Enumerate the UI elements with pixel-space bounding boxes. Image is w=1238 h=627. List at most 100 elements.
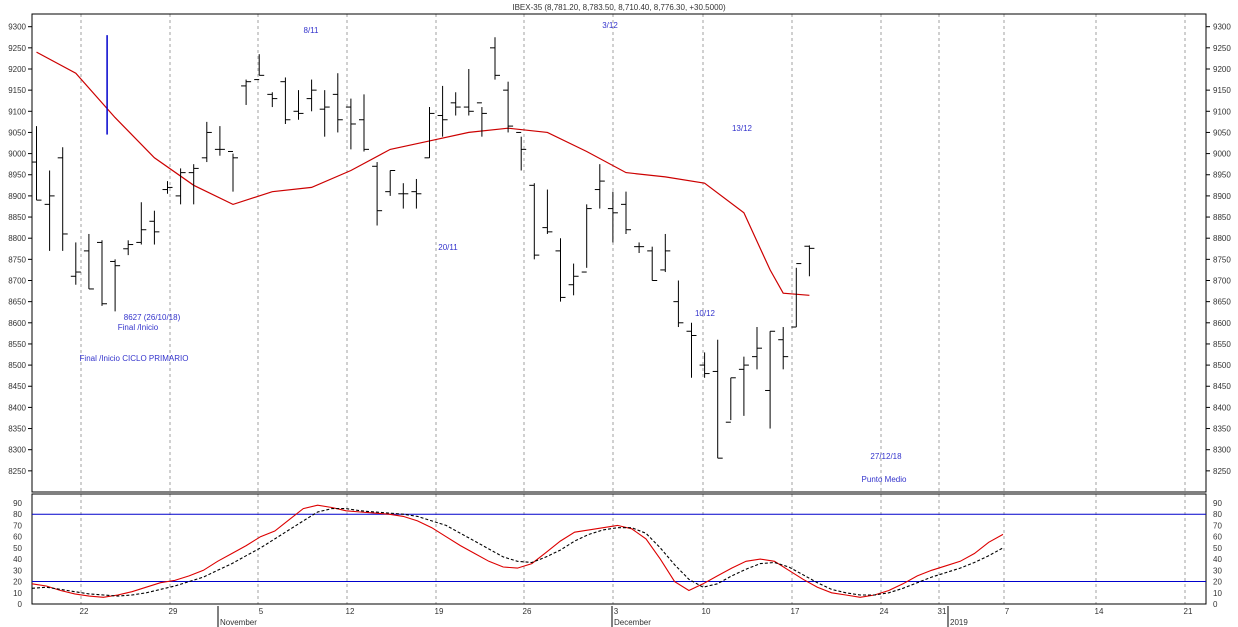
y-tick-label: 8350	[8, 425, 26, 434]
ohlc-bar	[188, 164, 199, 205]
ohlc-bar	[765, 330, 776, 429]
x-tick-label: 14	[1095, 607, 1104, 616]
osc-tick-label: 50	[13, 544, 22, 553]
y-tick-label: 8900	[8, 192, 26, 201]
oscillator-levels	[32, 513, 1206, 583]
ohlc-bar	[83, 233, 94, 290]
x-month-label: November	[220, 618, 257, 627]
ohlc-bar	[123, 240, 134, 256]
ohlc-bar	[725, 377, 736, 423]
y-tick-label: 9100	[1213, 107, 1231, 116]
ohlc-bar	[607, 191, 618, 243]
osc-tick-label: 10	[1213, 589, 1222, 598]
y-tick-label: 8650	[8, 298, 26, 307]
x-tick-label: 31	[938, 607, 947, 616]
ohlc-bar	[411, 178, 422, 209]
ohlc-bar	[254, 54, 265, 81]
y-tick-label: 9250	[1213, 44, 1231, 53]
ohlc-bar	[306, 79, 317, 112]
ohlc-bar	[529, 183, 540, 260]
y-tick-label: 8850	[8, 213, 26, 222]
price-axis-left: 8250 8300 8350 8400 8450 8500 8550 8600 8650 8700…	[8, 23, 32, 476]
price-panel-frame	[31, 13, 1207, 493]
ohlc-bar	[110, 259, 121, 312]
x-tick-label: 5	[259, 607, 264, 616]
oscillator-panel-frame	[31, 493, 1207, 605]
y-tick-label: 8800	[8, 234, 26, 243]
x-tick-label: 19	[435, 607, 444, 616]
osc-tick-label: 60	[13, 533, 22, 542]
y-tick-label: 8550	[1213, 340, 1231, 349]
y-tick-label: 8950	[8, 171, 26, 180]
annotation-primary-cycle: Final /Inicio CICLO PRIMARIO	[80, 354, 189, 363]
ohlc-bar	[555, 238, 566, 302]
ohlc-bar	[149, 210, 160, 245]
x-tick-label: 24	[880, 607, 889, 616]
x-tick-label: 17	[791, 607, 800, 616]
annotation-20-11: 20/11	[438, 243, 458, 252]
annotation-mid-point: Punto Medio	[862, 475, 907, 484]
ohlc-bar	[214, 126, 225, 156]
osc-tick-label: 20	[1213, 578, 1222, 587]
y-tick-label: 8400	[8, 403, 26, 412]
oscillator-axis-left: 0 10 20 30 40 50 60 70 80 90	[13, 499, 22, 609]
ohlc-bar	[70, 242, 81, 285]
chart-grid	[80, 14, 1186, 604]
ohlc-bar	[293, 90, 304, 120]
osc-tick-label: 40	[1213, 555, 1222, 564]
x-tick-label: 10	[702, 607, 711, 616]
y-tick-label: 8500	[8, 361, 26, 370]
ohlc-bar	[97, 240, 107, 306]
ohlc-bar	[686, 322, 697, 378]
ohlc-bar	[359, 94, 369, 152]
ohlc-bar	[385, 170, 396, 196]
ohlc-bar	[31, 126, 42, 201]
y-tick-label: 8650	[1213, 298, 1231, 307]
osc-tick-label: 80	[13, 510, 22, 519]
ohlc-bar	[647, 246, 658, 281]
price-axis-right: 8250 8300 8350 8400 8450 8500 8550 8600 8650 8700…	[1206, 23, 1231, 476]
annotation-27-12-18: 27/12/18	[870, 452, 902, 461]
y-tick-label: 8750	[8, 255, 26, 264]
y-tick-label: 8250	[8, 467, 26, 476]
x-tick-label: 3	[614, 607, 619, 616]
osc-tick-label: 0	[18, 600, 23, 609]
ohlc-bar	[372, 162, 383, 226]
osc-tick-label: 70	[13, 521, 22, 530]
ohlc-bar	[568, 263, 579, 296]
ohlc-bar	[267, 92, 278, 108]
ohlc-bar	[791, 263, 802, 328]
ohlc-bar	[345, 98, 356, 150]
y-tick-label: 8300	[1213, 446, 1231, 455]
x-tick-label: 29	[169, 607, 178, 616]
y-tick-label: 8450	[1213, 382, 1231, 391]
oscillator-fast-series	[31, 504, 1004, 598]
y-tick-label: 9300	[1213, 23, 1231, 32]
annotation-low-label: Final /Inicio	[118, 323, 159, 332]
ohlc-bar	[228, 150, 238, 192]
ohlc-bar	[542, 189, 553, 234]
ohlc-bar	[621, 191, 631, 234]
osc-tick-label: 90	[13, 499, 22, 508]
date-axis: 22 29 5 12 19 26 3 10 17 24 31 7 14 21 November Decembe…	[80, 606, 1193, 627]
y-tick-label: 8400	[1213, 403, 1231, 412]
moving-average-series	[36, 51, 810, 296]
annotation-low-value: 8627 (26/10/18)	[124, 313, 181, 322]
y-tick-label: 8600	[8, 319, 26, 328]
ohlc-bar	[804, 245, 815, 277]
y-tick-label: 8450	[8, 382, 26, 391]
ohlc-bar	[332, 73, 343, 133]
x-tick-label: 12	[346, 607, 355, 616]
y-tick-label: 8800	[1213, 234, 1231, 243]
annotation-8-11: 8/11	[304, 26, 320, 35]
ohlc-bar	[738, 356, 749, 416]
osc-tick-label: 40	[13, 555, 22, 564]
x-tick-label: 21	[1184, 607, 1193, 616]
ohlc-bar	[476, 102, 487, 137]
y-tick-label: 9150	[1213, 86, 1231, 95]
ohlc-bar	[57, 147, 68, 251]
osc-tick-label: 0	[1213, 600, 1218, 609]
osc-tick-label: 70	[1213, 521, 1222, 530]
osc-tick-label: 90	[1213, 499, 1222, 508]
ohlc-bar	[201, 121, 212, 163]
